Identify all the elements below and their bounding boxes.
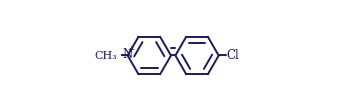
Text: CH₃: CH₃ — [94, 51, 117, 60]
Text: N: N — [122, 48, 133, 61]
Text: +: + — [127, 45, 134, 54]
Text: Cl: Cl — [227, 49, 239, 62]
